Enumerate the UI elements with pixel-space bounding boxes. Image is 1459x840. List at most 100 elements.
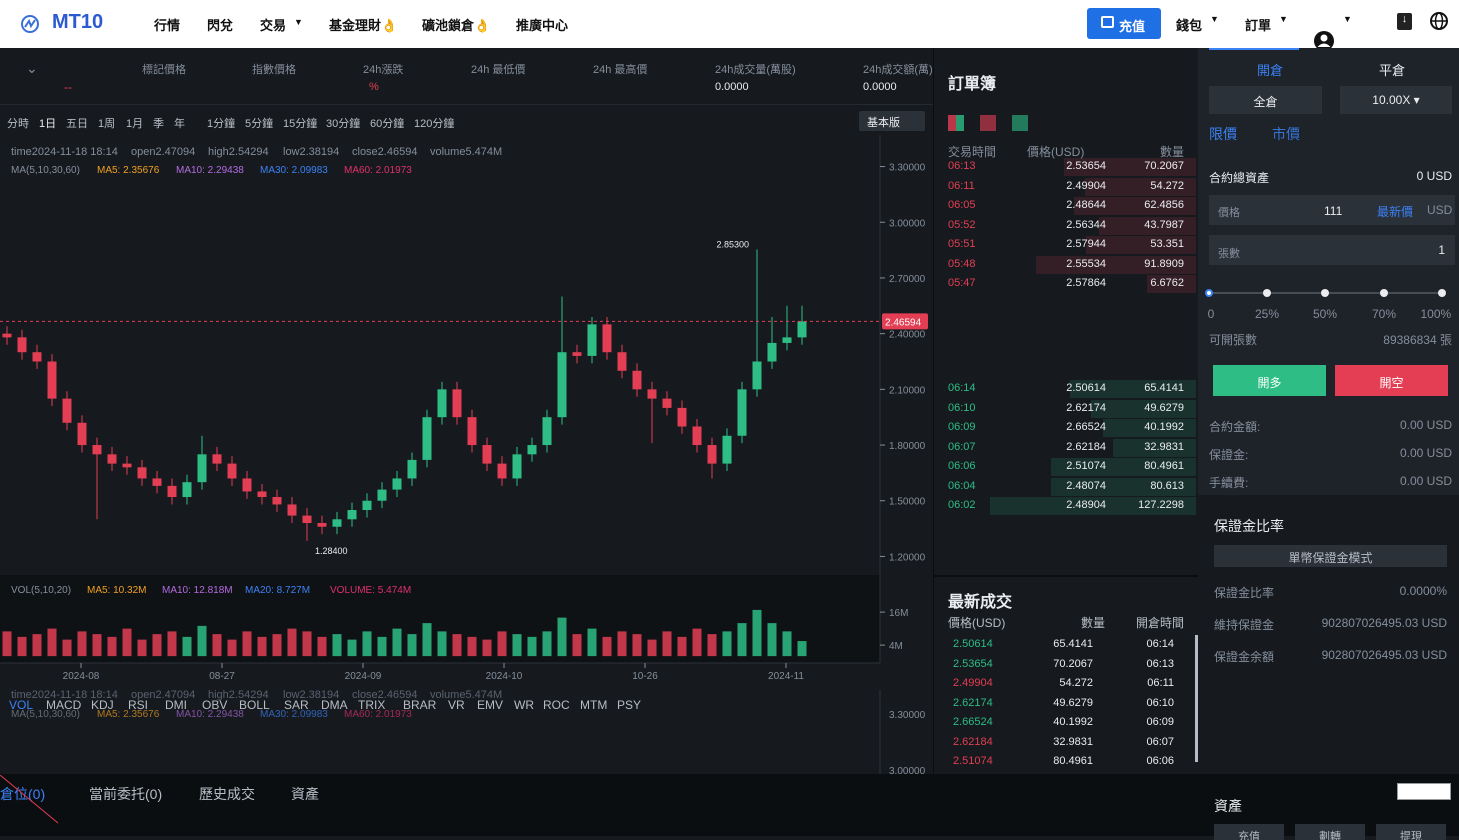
decor-line [0, 775, 59, 824]
margin-value: 0.00 USD [1399, 446, 1452, 460]
minute-button[interactable]: 30分鐘 [326, 118, 361, 130]
trade-qty: 54.272 [1059, 677, 1093, 689]
view-asks[interactable] [980, 115, 996, 131]
candle-body [677, 407, 687, 427]
user-icon[interactable] [1313, 30, 1335, 52]
nav-item[interactable]: 礦池鎖倉👌 [422, 18, 491, 33]
period-button[interactable]: 1周 [98, 118, 116, 130]
indicator-tab[interactable]: WR [514, 698, 534, 712]
bottom-tab[interactable]: 當前委托(0) [89, 786, 163, 802]
ghost-tick: 3.00000 [889, 766, 926, 775]
asset-button[interactable]: 劃轉 [1295, 824, 1365, 840]
bottom-tab[interactable]: 歷史成交 [199, 786, 255, 802]
ghost-ma: MA(5,10,30,60) [11, 709, 80, 720]
candle-body [407, 459, 417, 479]
indicator-tab[interactable]: OBV [202, 698, 228, 712]
indicator-tab[interactable]: BOLL [239, 698, 270, 712]
bottom-tab[interactable]: 資產 [291, 786, 319, 802]
version-toggle[interactable]: 基本版 [859, 111, 925, 131]
slider-dot[interactable] [1321, 289, 1329, 297]
limit-tab[interactable]: 限價 [1209, 126, 1237, 142]
candle-body [2, 333, 12, 338]
volume-bar [287, 628, 297, 657]
indicator-tab[interactable]: SAR [284, 698, 309, 712]
volume-bar [692, 628, 702, 657]
slider-dot[interactable] [1263, 289, 1271, 297]
nav-item[interactable]: 行情 [154, 18, 181, 33]
collapse-caret[interactable]: ⌄ [26, 60, 38, 76]
order-price: 2.48644 [1066, 199, 1106, 211]
period-button[interactable]: 1日 [39, 118, 57, 130]
nav-item[interactable]: 閃兌 [207, 18, 234, 33]
candle-body [77, 422, 87, 446]
leverage[interactable]: 10.00X ▾ [1340, 86, 1452, 114]
indicator-tab[interactable]: TRIX [358, 698, 386, 712]
indicator-tab[interactable]: MACD [46, 698, 82, 712]
period-button[interactable]: 1月 [126, 118, 144, 130]
order-qty: 80.613 [1150, 479, 1184, 492]
candle-body [332, 519, 342, 527]
date-label: 08-27 [209, 671, 235, 682]
indicator-tab[interactable]: KDJ [91, 698, 114, 712]
wallet-menu[interactable]: 錢包 [1176, 18, 1203, 33]
scrollbar[interactable] [1195, 635, 1199, 762]
ratio-section [1198, 495, 1459, 774]
logo[interactable]: MT10 [52, 11, 104, 33]
market-tab[interactable]: 市價 [1272, 126, 1300, 142]
trade-price: 2.50614 [953, 638, 993, 650]
slider-dot[interactable] [1438, 289, 1446, 297]
depth-bar [1103, 419, 1196, 437]
deposit-button[interactable]: 充值 [1087, 8, 1161, 39]
nav-item[interactable]: 基金理財👌 [329, 18, 398, 33]
ghost-ma: MA60: 2.01973 [344, 709, 412, 720]
ma-legend: MA60: 2.01973 [344, 165, 412, 176]
asset-button[interactable]: 提現 [1376, 824, 1446, 840]
volume-bar [542, 631, 552, 657]
volume-bar [302, 631, 312, 657]
close-tab[interactable]: 平倉 [1379, 63, 1406, 78]
slider-dot[interactable] [1205, 289, 1213, 297]
period-button[interactable]: 分時 [7, 118, 29, 130]
indicator-tab[interactable]: ROC [543, 698, 570, 712]
view-both[interactable] [948, 115, 964, 131]
minute-button[interactable]: 120分鐘 [414, 118, 455, 130]
period-button[interactable]: 季 [153, 118, 164, 130]
asset-button[interactable]: 充值 [1214, 824, 1284, 840]
minute-button[interactable]: 5分鐘 [245, 118, 274, 130]
indicator-tab[interactable]: MTM [580, 698, 608, 712]
margin-mode[interactable]: 全倉 [1209, 86, 1322, 114]
slider-dot[interactable] [1380, 289, 1388, 297]
download-icon[interactable]: ↓ [1397, 13, 1412, 30]
nav-item[interactable]: 推廣中心 [516, 18, 569, 33]
long-button[interactable]: 開多 [1213, 365, 1326, 396]
latest-price-button[interactable]: 最新價 [1377, 205, 1414, 219]
period-button[interactable]: 年 [174, 118, 185, 130]
open-tab[interactable]: 開倉 [1257, 63, 1284, 78]
indicator-tab[interactable]: BRAR [403, 698, 437, 712]
volume-bar [572, 634, 582, 657]
indicator-tab[interactable]: DMA [321, 698, 348, 712]
indicator-tab[interactable]: VOL [9, 698, 34, 712]
view-bids[interactable] [1012, 115, 1028, 131]
indicator-tab[interactable]: DMI [165, 698, 187, 712]
indicator-tab[interactable]: RSI [128, 698, 149, 712]
indicator-tab[interactable]: EMV [477, 698, 504, 712]
indicator-tab[interactable]: PSY [617, 698, 642, 712]
qty-input[interactable] [1209, 235, 1455, 265]
vol-legend: MA10: 12.818M [162, 585, 233, 596]
volume-bar [167, 631, 177, 657]
period-button[interactable]: 五日 [66, 118, 88, 130]
single-margin-mode[interactable]: 單幣保證金模式 [1214, 545, 1447, 567]
y-tick-label: 2.10000 [889, 385, 926, 396]
minute-button[interactable]: 1分鐘 [207, 118, 236, 130]
nav-item[interactable]: 交易 [260, 18, 287, 33]
indicator-tab[interactable]: VR [448, 698, 465, 712]
minute-button[interactable]: 15分鐘 [283, 118, 318, 130]
orders-menu[interactable]: 訂單 [1245, 18, 1272, 33]
order-time: 06:02 [948, 499, 976, 511]
minute-button[interactable]: 60分鐘 [370, 118, 405, 130]
globe-icon[interactable] [1430, 12, 1448, 30]
price-input[interactable] [1209, 195, 1455, 225]
short-button[interactable]: 開空 [1335, 365, 1448, 396]
